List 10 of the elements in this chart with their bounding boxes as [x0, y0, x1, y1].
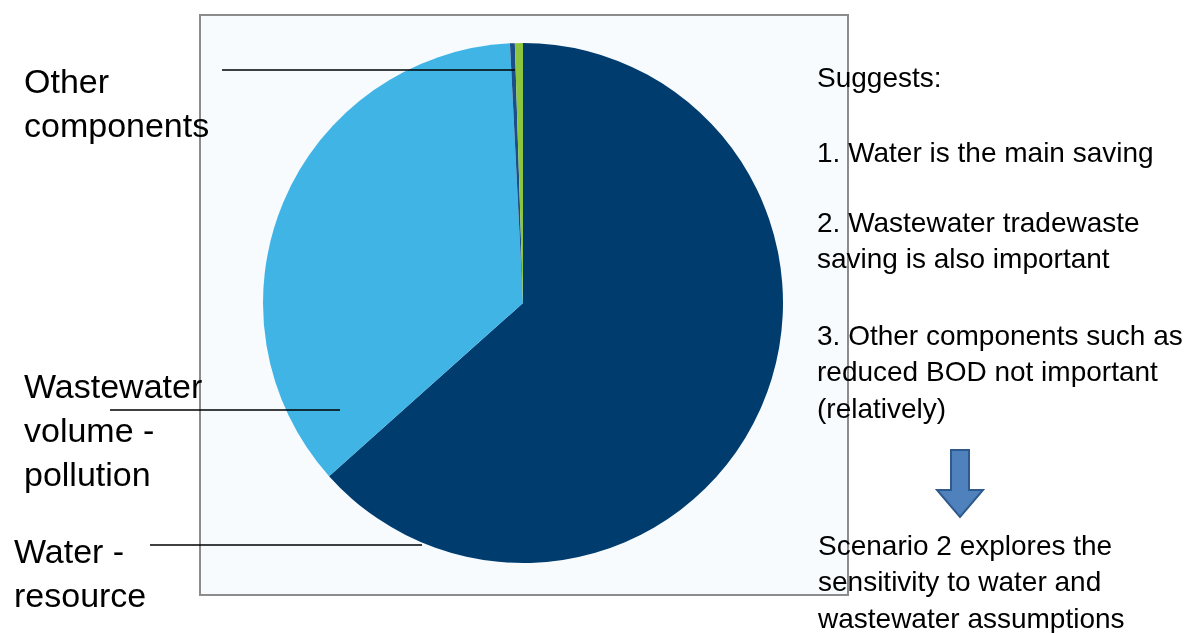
pie-slice: [329, 43, 783, 563]
slice-label: Water - resource: [14, 532, 147, 615]
text: 1. Water is the main saving: [817, 137, 1154, 168]
text: Suggests:: [817, 62, 942, 93]
text: 2. Wastewater tradewaste saving is also important: [817, 207, 1140, 275]
text: Scenario 2 explores the sensitivity to water and wastewater assumptions: [817, 530, 1125, 633]
text: 3. Other components such as reduced BOD not important (relatively): [817, 320, 1183, 424]
pie-slice: [263, 43, 523, 477]
slice-label: Other components: [24, 62, 210, 145]
slice-label: Wastewater volume - pollution: [24, 367, 203, 494]
